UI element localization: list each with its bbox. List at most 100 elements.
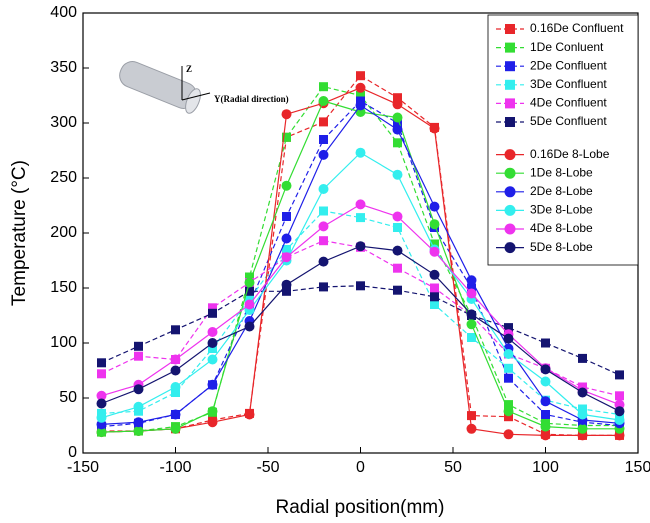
marker — [133, 426, 144, 436]
x-tick-label: 100 — [532, 459, 559, 476]
marker — [356, 213, 365, 223]
marker — [615, 370, 624, 380]
marker — [614, 406, 625, 417]
marker — [392, 124, 403, 135]
y-tick-label: 150 — [50, 279, 77, 296]
marker — [281, 109, 292, 120]
legend-label: 2De Confluent — [530, 58, 607, 72]
marker — [504, 373, 513, 383]
legend-label: 5De 8-Lobe — [530, 240, 593, 254]
marker — [577, 423, 588, 434]
marker — [540, 421, 551, 432]
marker — [503, 333, 514, 344]
marker — [392, 169, 403, 180]
marker — [96, 398, 107, 409]
marker — [207, 379, 218, 390]
marker — [134, 341, 143, 351]
x-axis-title: Radial position(mm) — [276, 497, 445, 518]
marker — [504, 400, 513, 410]
marker — [504, 363, 513, 373]
series — [96, 199, 625, 410]
marker — [541, 410, 550, 419]
marker — [430, 300, 439, 309]
marker — [245, 272, 254, 282]
x-tick-label: -50 — [256, 459, 279, 476]
x-tick-label: 150 — [625, 459, 650, 476]
legend-label: 0.16De Confluent — [530, 21, 624, 35]
marker — [244, 277, 255, 288]
legend-marker — [504, 204, 516, 216]
marker — [430, 283, 439, 293]
marker — [207, 406, 218, 417]
marker — [134, 351, 143, 361]
marker — [467, 411, 476, 421]
marker — [578, 404, 587, 414]
marker — [208, 344, 217, 353]
y-tick-label: 250 — [50, 169, 77, 186]
marker — [281, 233, 292, 244]
marker — [355, 241, 366, 252]
y-tick-label: 200 — [50, 224, 77, 241]
inset-y-label: Y(Radial direction) — [214, 94, 289, 104]
y-tick-label: 100 — [50, 334, 77, 351]
marker — [245, 294, 254, 304]
marker — [429, 269, 440, 280]
series-line — [101, 240, 620, 397]
legend-marker — [504, 223, 516, 235]
marker — [429, 246, 440, 257]
marker — [577, 409, 588, 420]
marker — [319, 206, 328, 216]
marker — [392, 245, 403, 256]
legend-label: 1De 8-Lobe — [530, 165, 593, 179]
marker — [245, 286, 254, 296]
marker — [207, 338, 218, 348]
legend-marker — [505, 61, 515, 72]
marker — [96, 427, 107, 438]
marker — [356, 71, 365, 81]
series — [96, 241, 625, 417]
marker — [318, 221, 329, 232]
inset-z-label: Z — [186, 64, 192, 74]
marker — [171, 388, 180, 397]
marker — [319, 117, 328, 127]
marker — [355, 199, 366, 210]
marker — [393, 263, 402, 273]
legend-label: 4De Confluent — [530, 96, 607, 110]
marker — [393, 138, 402, 148]
y-axis-title: Temperature (°C) — [9, 160, 30, 306]
marker — [540, 430, 551, 441]
marker — [393, 118, 402, 128]
marker — [355, 100, 366, 111]
marker — [503, 349, 514, 359]
marker — [170, 365, 181, 376]
marker — [281, 279, 292, 290]
marker — [318, 184, 329, 194]
marker — [467, 283, 476, 293]
marker — [319, 282, 328, 292]
marker — [282, 132, 291, 142]
marker — [133, 401, 144, 412]
marker — [282, 245, 291, 254]
legend-marker — [505, 117, 515, 127]
series-line — [101, 74, 620, 436]
x-tick-label: -150 — [67, 459, 99, 476]
marker — [578, 353, 587, 363]
legend-marker — [505, 98, 515, 109]
marker — [244, 299, 255, 310]
marker — [429, 219, 440, 230]
marker — [170, 354, 181, 365]
marker — [318, 96, 329, 106]
marker — [96, 390, 107, 401]
marker — [540, 396, 551, 407]
marker — [430, 292, 439, 302]
legend-marker — [505, 42, 515, 53]
y-tick-label: 50 — [59, 389, 77, 406]
legend-label: 1De Conluent — [530, 40, 604, 54]
legend-label: 3De 8-Lobe — [530, 203, 593, 217]
marker — [318, 256, 329, 267]
marker — [208, 303, 217, 313]
marker — [614, 415, 625, 425]
marker — [355, 147, 366, 158]
marker — [503, 406, 514, 417]
legend-frame — [487, 14, 639, 266]
